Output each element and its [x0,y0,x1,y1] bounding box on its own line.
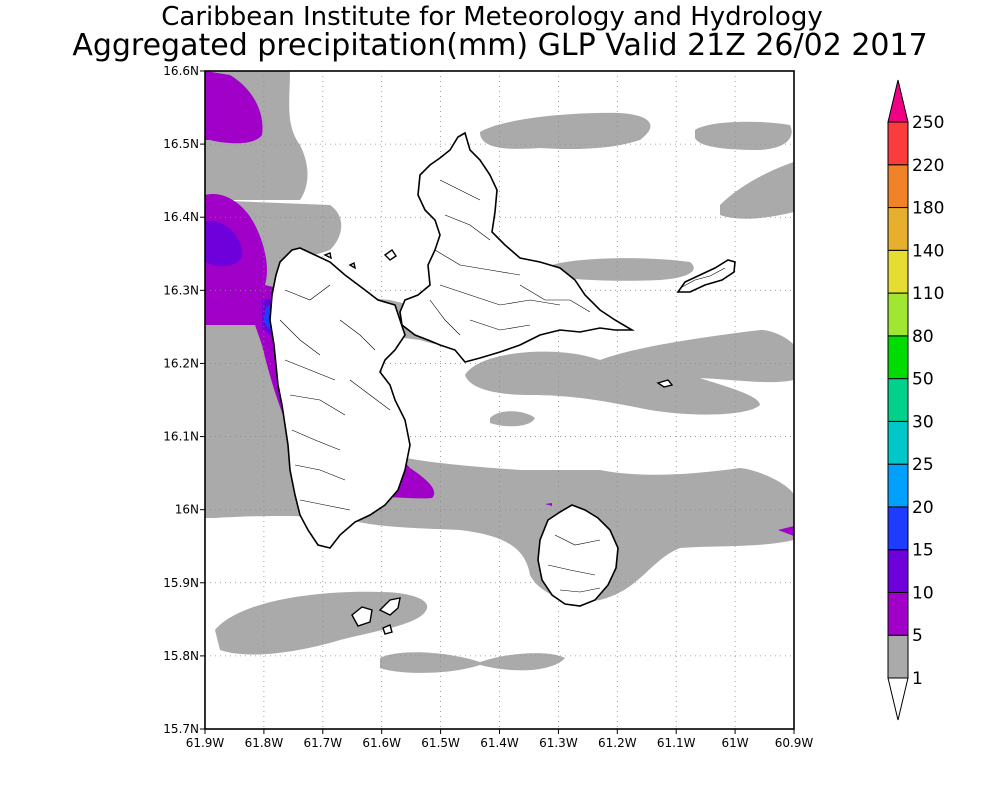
lat-tick-label: 15.8N [163,649,199,663]
lon-tick-label: 61.3W [539,736,578,750]
lat-tick-label: 15.7N [163,722,199,736]
lat-tick-label: 16.5N [163,137,199,151]
lon-tick-label: 61W [722,736,749,750]
map-gridlines [205,71,794,729]
colorbar-band [887,420,909,465]
colorbar-label: 220 [912,156,944,176]
colorbar-label: 5 [912,626,923,646]
colorbar-label: 20 [912,498,934,518]
colorbar-band [887,207,909,251]
lat-tick-label: 16.3N [163,283,199,297]
lon-tick-label: 61.9W [186,736,225,750]
colorbar-label: 140 [912,241,944,261]
colorbar-under-arrow [887,677,909,721]
colorbar-label: 250 [912,113,944,133]
lat-tick-label: 16.4N [163,210,199,224]
lon-tick-label: 61.4W [480,736,519,750]
lat-tick-label: 16.2N [163,356,199,370]
colorbar-label: 10 [912,583,934,603]
colorbar-band [887,506,909,551]
chart-subtitle: Aggregated precipitation(mm) GLP Valid 2… [72,28,928,63]
lat-tick-label: 16.1N [163,430,199,444]
colorbar-band [887,463,909,508]
colorbar-label: 30 [912,412,934,432]
colorbar-label: 15 [912,541,934,561]
lon-tick-label: 61.2W [598,736,637,750]
lat-tick-label: 16.6N [163,64,199,78]
colorbar-label: 110 [912,284,944,304]
colorbar-band [887,378,909,422]
colorbar-band [887,121,909,166]
colorbar-label: 50 [912,370,934,390]
colorbar-label: 25 [912,455,934,475]
colorbar-label: 80 [912,327,934,347]
colorbar-label: 180 [912,199,944,219]
colorbar-over-arrow [887,79,909,123]
colorbar-band [887,164,909,209]
lat-tick-label: 15.9N [163,576,199,590]
lon-tick-label: 61.7W [304,736,343,750]
lon-tick-label: 61.5W [421,736,460,750]
colorbar-band [887,249,909,294]
colorbar-band [887,634,909,679]
longitude-axis: 61.9W 61.8W 61.7W 61.6W 61.5W 61.4W 61.3W 61.2W… [186,729,814,750]
lon-tick-label: 61.6W [362,736,401,750]
colorbar-band [887,591,909,636]
colorbar-band [887,549,909,593]
commune-boundaries [279,179,726,593]
lon-tick-label: 60.9W [775,736,814,750]
latitude-axis: 16.6N 16.5N 16.4N 16.3N 16.2N 16.1N 16N 15.9N 15… [163,64,205,736]
lon-tick-label: 61.8W [245,736,284,750]
colorbar-band [887,292,909,337]
chart-title: Caribbean Institute for Meteorology and … [161,2,823,32]
colorbar-band [887,335,909,380]
lon-tick-label: 61.1W [657,736,696,750]
lat-tick-label: 16N [175,503,199,517]
coastline [269,131,736,635]
colorbar-label: 1 [912,669,923,689]
